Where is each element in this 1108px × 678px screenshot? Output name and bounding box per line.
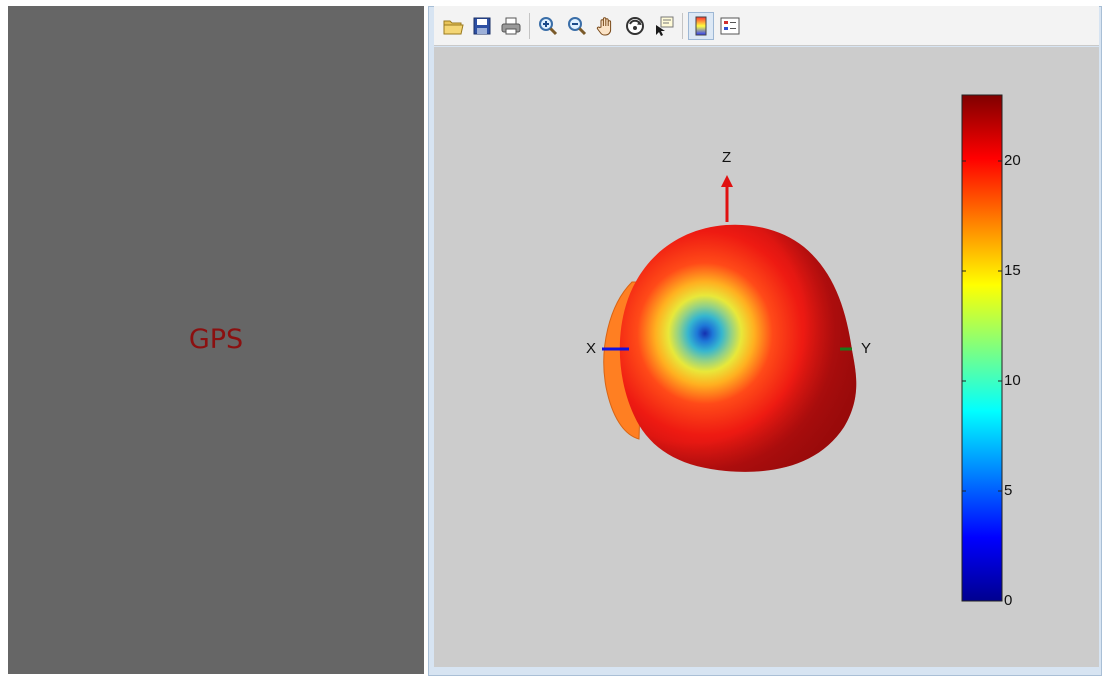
colorbar-ticks: [962, 160, 1002, 602]
zoom-out-button[interactable]: [564, 12, 590, 40]
z-axis-arrowhead: [721, 175, 733, 187]
pan-button[interactable]: [593, 12, 619, 40]
zoom-out-icon: [568, 16, 587, 35]
legend-toggle-button[interactable]: [717, 12, 743, 40]
save-icon: [473, 17, 491, 34]
data-cursor-icon: [656, 16, 674, 36]
gps-label: GPS: [188, 324, 244, 355]
rotate-3d-button[interactable]: [622, 12, 648, 40]
legend-toggle-icon: [720, 17, 740, 34]
colorbar: [961, 94, 1003, 602]
colorbar-tick-label: 10: [1004, 372, 1021, 389]
print-button[interactable]: [498, 12, 524, 40]
gps-panel: GPS: [8, 6, 424, 674]
open-button[interactable]: [440, 12, 466, 40]
radiation-pattern-plot[interactable]: [434, 47, 1099, 667]
rotate-3d-icon: [626, 16, 644, 35]
open-folder-icon: [443, 20, 464, 34]
save-button[interactable]: [469, 12, 495, 40]
plot-canvas[interactable]: Z X Y 0 5 10 15 20: [434, 47, 1099, 667]
toolbar-separator: [529, 12, 530, 39]
colorbar-toggle-icon: [695, 16, 707, 35]
x-axis-label: X: [586, 340, 597, 357]
data-cursor-button[interactable]: [651, 12, 677, 40]
colorbar-tick-label: 15: [1004, 262, 1021, 279]
colorbar-toggle-button[interactable]: [688, 11, 714, 40]
pan-hand-icon: [596, 16, 612, 35]
toolbar-separator: [682, 12, 683, 39]
colorbar-tick-label: 20: [1004, 152, 1021, 169]
y-axis-label: Y: [861, 340, 872, 357]
zoom-in-button[interactable]: [535, 12, 561, 40]
colorbar-tick-label: 0: [1004, 592, 1013, 609]
colorbar-tick-label: 5: [1004, 482, 1013, 499]
print-icon: [501, 17, 521, 34]
pattern-surface-shading: [619, 224, 857, 472]
z-axis-label: Z: [722, 149, 732, 166]
zoom-in-icon: [539, 16, 558, 35]
figure-toolbar: [434, 6, 1099, 46]
panel-divider: [424, 6, 428, 674]
